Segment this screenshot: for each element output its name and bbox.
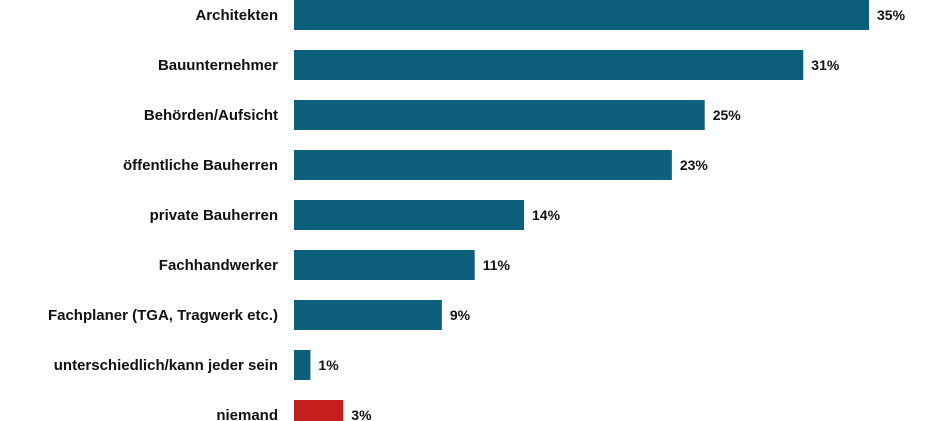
value-label: 9%: [450, 307, 471, 323]
category-label: Behörden/Aufsicht: [144, 107, 278, 124]
category-label: Architekten: [195, 7, 278, 24]
bar: [294, 400, 344, 421]
value-label: 31%: [811, 57, 840, 73]
category-label: Fachplaner (TGA, Tragwerk etc.): [48, 307, 278, 324]
value-label: 3%: [351, 407, 372, 421]
value-labels-group: 35% 31% 25% 23% 14% 11% 9% 1% 3%: [318, 7, 905, 421]
bar: [294, 0, 869, 30]
bar: [294, 100, 705, 130]
category-label: öffentliche Bauherren: [123, 157, 278, 174]
category-label: private Bauherren: [150, 207, 278, 224]
value-label: 25%: [713, 107, 742, 123]
bar: [294, 250, 475, 280]
bar: [294, 200, 524, 230]
value-label: 35%: [877, 7, 906, 23]
bar: [294, 50, 804, 80]
bars-group: [294, 0, 869, 421]
bar: [294, 300, 442, 330]
value-label: 1%: [318, 357, 339, 373]
value-label: 11%: [483, 257, 511, 273]
category-label: unterschiedlich/kann jeder sein: [54, 357, 278, 374]
bar: [294, 150, 672, 180]
value-label: 14%: [532, 207, 561, 223]
category-labels-group: Architekten Bauunternehmer Behörden/Aufsic…: [48, 7, 278, 421]
bar: [294, 350, 311, 380]
category-label: Fachhandwerker: [159, 257, 278, 274]
value-label: 23%: [680, 157, 709, 173]
category-label: Bauunternehmer: [158, 57, 278, 74]
category-label: niemand: [216, 407, 278, 421]
